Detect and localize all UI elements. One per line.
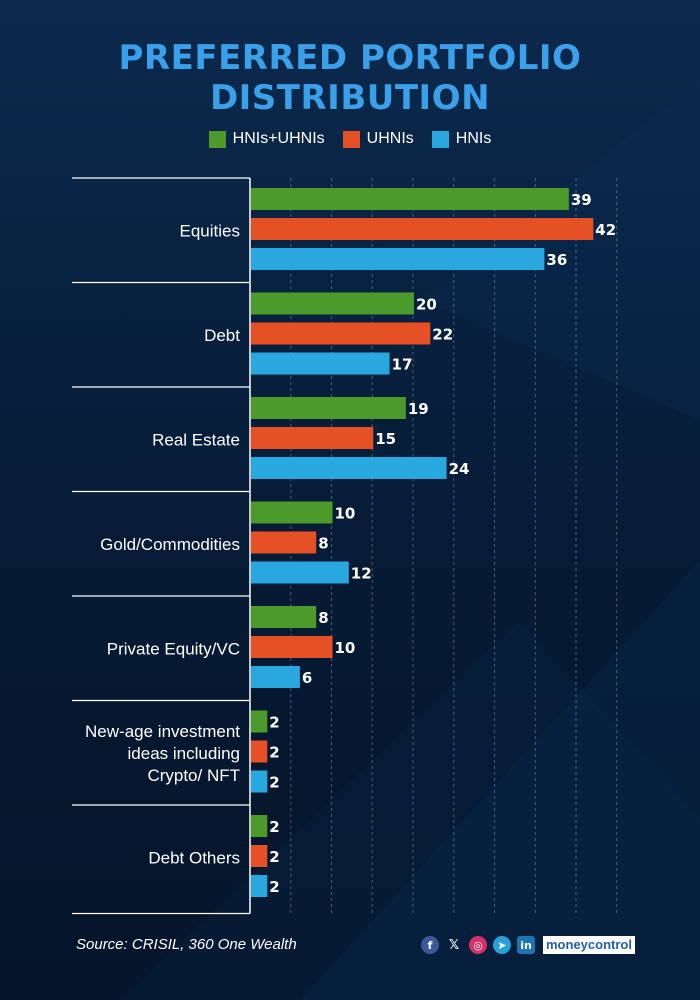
category-label: Real Estate — [152, 430, 240, 449]
data-label: 2 — [269, 774, 279, 792]
moneycontrol-logo: moneycontrol — [543, 936, 635, 954]
source-note: Source: CRISIL, 360 One Wealth — [76, 936, 297, 953]
category-label: Debt Others — [148, 848, 240, 867]
category-label: Private Equity/VC — [107, 639, 240, 658]
bar — [251, 427, 374, 449]
bar — [251, 815, 268, 837]
legend-item-hnis-uhnis: HNIs+UHNIs — [208, 130, 325, 148]
bar — [251, 501, 333, 524]
chart-title: PREFERRED PORTFOLIO DISTRIBUTION — [0, 38, 700, 118]
data-label: 15 — [375, 430, 396, 448]
title-line-2: DISTRIBUTION — [209, 78, 491, 118]
brand-name: moneycontrol — [546, 937, 632, 952]
bar — [251, 606, 317, 628]
title-line-1: PREFERRED PORTFOLIO — [118, 38, 582, 78]
category-label: Gold/Commodities — [100, 535, 240, 554]
bar — [251, 188, 569, 210]
category-label: Equities — [180, 221, 240, 240]
data-label: 19 — [408, 400, 429, 418]
legend-label-uhnis: UHNIs — [366, 130, 414, 147]
data-label: 2 — [269, 744, 279, 762]
data-label: 17 — [392, 356, 413, 374]
legend-label-hnis-uhnis: HNIs+UHNIs — [232, 130, 325, 147]
bar — [251, 875, 268, 897]
data-label: 6 — [302, 669, 312, 687]
category-label: ideas including — [128, 744, 240, 763]
data-label: 12 — [351, 565, 372, 583]
data-label: 24 — [449, 460, 470, 478]
data-label: 2 — [269, 848, 279, 866]
data-label: 2 — [269, 714, 279, 732]
data-label: 20 — [416, 296, 437, 314]
bar — [251, 666, 300, 688]
data-label: 42 — [595, 221, 616, 239]
bar — [251, 352, 390, 375]
bar — [251, 770, 268, 793]
data-label: 8 — [318, 609, 328, 627]
bar — [251, 322, 431, 345]
data-label: 36 — [546, 251, 567, 269]
facebook-icon[interactable]: f — [421, 936, 439, 954]
bar — [251, 218, 594, 240]
bar — [251, 845, 268, 867]
data-label: 2 — [269, 818, 279, 836]
bar — [251, 740, 268, 763]
legend-item-hnis: HNIs — [431, 130, 492, 148]
bar — [251, 636, 333, 658]
social-icons: f 𝕏 ◎ ➤ in moneycontrol — [421, 936, 635, 954]
linkedin-icon[interactable]: in — [517, 936, 535, 954]
data-label: 2 — [269, 878, 279, 896]
bar — [251, 457, 447, 479]
data-label: 10 — [335, 505, 356, 523]
legend-swatch-uhnis — [342, 130, 360, 148]
legend-label-hnis: HNIs — [455, 130, 492, 147]
data-label: 22 — [432, 326, 453, 344]
bar — [251, 710, 268, 733]
bar — [251, 531, 317, 554]
legend-item-uhnis: UHNIs — [342, 130, 414, 148]
category-label: Debt — [204, 326, 240, 345]
bar — [251, 248, 545, 270]
legend: HNIs+UHNIs UHNIs HNIs — [0, 130, 700, 148]
data-label: 10 — [335, 639, 356, 657]
legend-swatch-hnis-uhnis — [208, 130, 226, 148]
x-icon[interactable]: 𝕏 — [448, 937, 460, 953]
bar — [251, 561, 349, 584]
bar — [251, 397, 406, 419]
bar — [251, 292, 414, 315]
instagram-icon[interactable]: ◎ — [469, 936, 487, 954]
category-label: New-age investment — [85, 722, 240, 741]
data-label: 8 — [318, 535, 328, 553]
category-label: Crypto/ NFT — [147, 766, 240, 785]
legend-swatch-hnis — [431, 130, 449, 148]
data-label: 39 — [571, 191, 592, 209]
telegram-icon[interactable]: ➤ — [493, 936, 511, 954]
